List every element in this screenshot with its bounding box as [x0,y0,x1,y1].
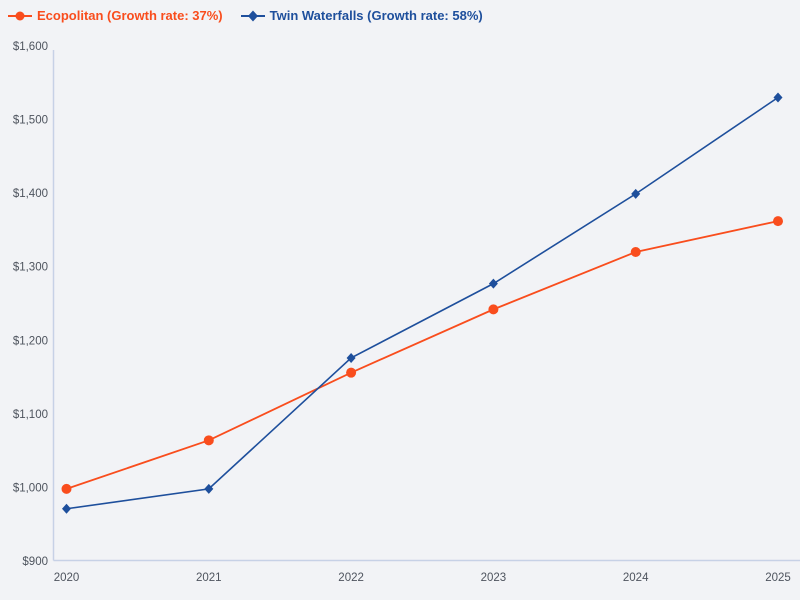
series-line-twin-waterfalls [66,96,779,510]
series-line-ecopolitan [66,220,779,490]
twin-waterfalls-line-diamond-icon [240,10,265,21]
data-point-marker [488,278,498,289]
x-axis-tick-label: 2020 [54,572,80,584]
legend-item-ecopolitan: Ecopolitan (Growth rate: 37%) [8,8,223,23]
y-axis-tick-label: $1,100 [13,409,48,421]
ecopolitan-line-circle-icon [8,11,32,20]
legend-item-twin-waterfalls: Twin Waterfalls (Growth rate: 58%) [240,8,483,23]
data-point-marker [204,483,214,494]
x-axis-tick-label: 2021 [196,572,222,584]
legend: Ecopolitan (Growth rate: 37%) Twin Water… [8,8,483,23]
x-axis-tick-label: 2022 [338,572,364,584]
data-point-marker [346,367,357,378]
x-axis-tick-label: 2024 [623,572,649,584]
data-point-marker [630,247,641,257]
y-axis-tick-label: $1,600 [13,41,48,53]
y-axis-tick-label: $1,200 [13,335,48,347]
y-axis-tick-label: $900 [22,556,48,568]
data-point-marker [773,216,783,227]
legend-label-twin-waterfalls: Twin Waterfalls (Growth rate: 58%) [269,8,483,23]
y-axis-tick-label: $1,000 [13,482,48,494]
data-point-marker [346,352,356,363]
data-point-marker [773,92,783,103]
data-point-marker [62,503,71,514]
data-point-marker [203,435,214,446]
y-axis-tick-label: $1,500 [13,115,48,127]
data-point-marker [488,304,499,315]
data-point-marker [61,483,72,494]
data-point-marker [631,188,641,199]
legend-label-ecopolitan: Ecopolitan (Growth rate: 37%) [37,8,223,23]
y-axis-tick-label: $1,300 [13,262,48,274]
y-axis-tick-label: $1,400 [13,188,48,200]
x-axis-tick-label: 2025 [765,572,791,584]
x-axis-tick-label: 2023 [481,572,507,584]
